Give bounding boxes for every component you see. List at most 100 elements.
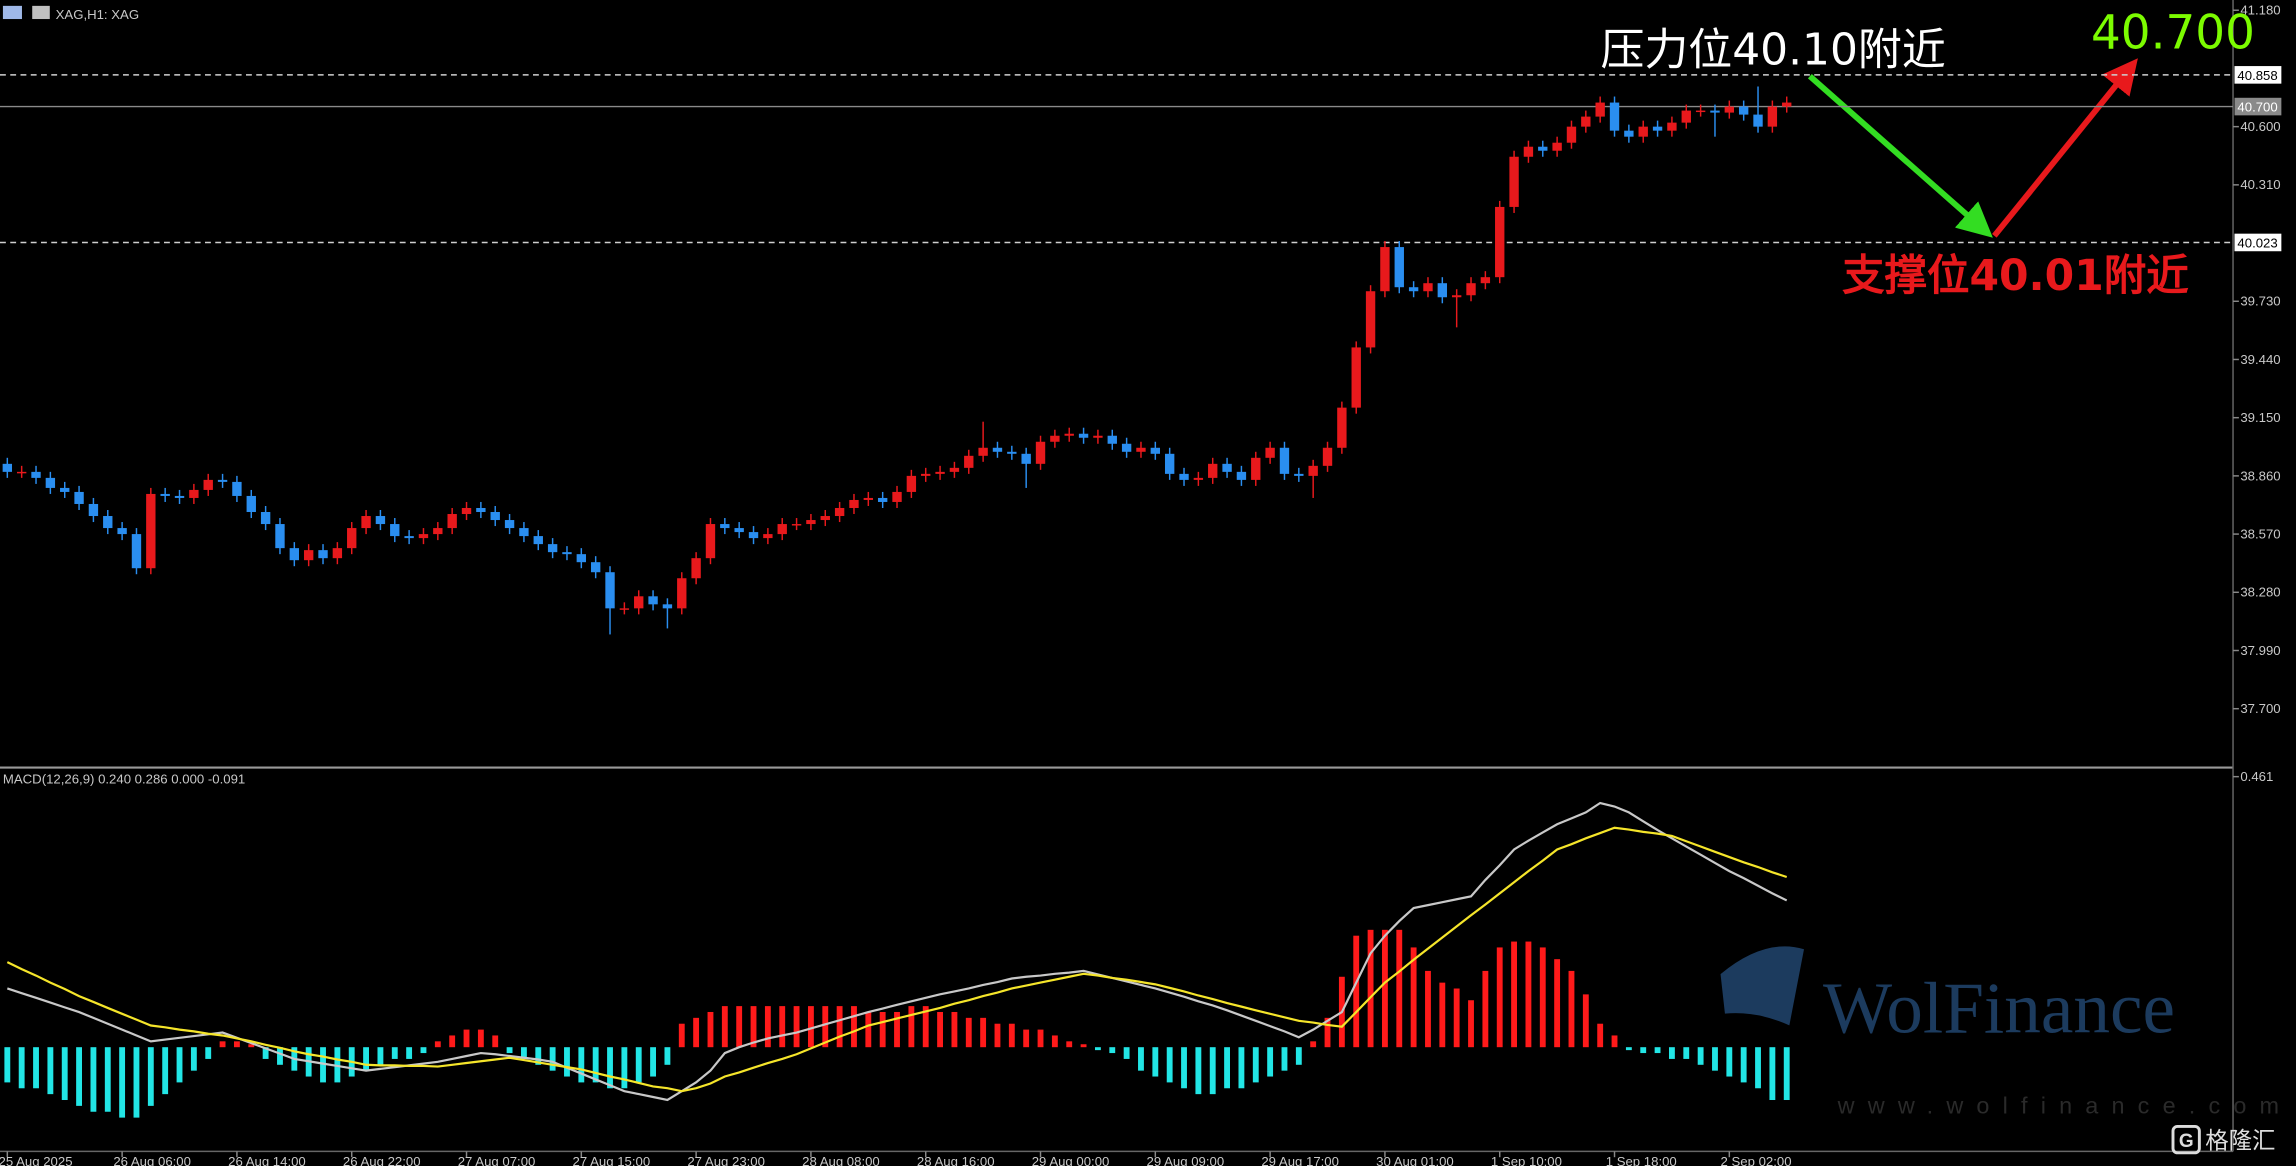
candle-body [1222,463,1232,472]
macd-line [6,826,1788,1093]
histogram-bar [219,1041,226,1048]
histogram-bar [1683,1047,1690,1059]
histogram-bar [1640,1047,1647,1054]
y-tick-label: 38.280 [2240,585,2280,600]
macd-title: MACD(12,26,9) 0.240 0.286 0.000 -0.091 [3,772,245,787]
histogram-bar [1094,1047,1101,1051]
histogram-bar [1123,1047,1130,1059]
histogram-bar [104,1047,111,1112]
candle-body [1294,473,1304,476]
histogram-bar [1209,1047,1216,1095]
histogram-bar [363,1047,369,1071]
candle-body [447,514,457,529]
price-tag-label: 40.858 [2237,68,2277,83]
histogram-bar [1568,970,1575,1048]
histogram-bar [76,1047,82,1106]
histogram-bar [520,1047,527,1059]
candle-body [1495,206,1505,278]
histogram-bar [1654,1047,1661,1054]
histogram-bar [1453,988,1460,1048]
symbol-icon [2,5,22,20]
histogram-bar [1267,1047,1274,1077]
y-tick-label: 40.600 [2240,119,2280,134]
candle-body [1050,435,1060,442]
histogram-bar [1468,1000,1474,1048]
x-tick-label: 28 Aug 08:00 [802,1154,880,1166]
histogram-bar [492,1035,499,1048]
histogram-bar [205,1047,212,1059]
candle-body [45,477,56,488]
candle-body [260,512,271,525]
histogram-bar [1611,1035,1618,1048]
candle-body [1279,447,1290,474]
candle-body [504,520,515,529]
histogram-bar [162,1047,169,1095]
histogram-bar [1310,1041,1317,1048]
candle-body [1566,126,1577,143]
candle-body [347,528,357,549]
candle-body [677,578,687,609]
x-tick-label: 29 Aug 00:00 [1032,1154,1110,1166]
histogram-bar [678,1023,685,1048]
histogram-bar [1425,970,1431,1048]
candle-body [619,608,630,610]
candle-body [31,471,41,478]
histogram-bar [1396,929,1403,1048]
candle-body [748,532,759,539]
candle-body [1480,277,1491,284]
histogram-bar [592,1047,599,1083]
candle-body [1007,451,1017,454]
histogram-bar [449,1035,456,1048]
candle-body [1035,441,1046,464]
candle-body [16,471,27,474]
arrow-down [1807,73,1993,238]
histogram-bar [33,1047,39,1089]
histogram-bar [1511,941,1517,1048]
histogram-bar [406,1047,413,1059]
candle-body [1652,126,1663,131]
histogram-bar [807,1006,814,1048]
histogram-bar [836,1006,843,1048]
annotation: 40.700 [2091,6,2255,60]
histogram-bar [1324,1017,1331,1048]
histogram-bar [391,1047,398,1059]
histogram-bar [851,1006,857,1048]
candle-body [777,524,787,535]
candle-body [103,516,113,529]
candle-body [921,473,931,476]
candle-body [1681,110,1691,123]
x-tick-label: 1 Sep 10:00 [1491,1154,1562,1166]
candle-body [232,481,242,496]
price-tag [2234,97,2282,116]
candle-body [806,520,816,525]
candle-body [576,554,587,563]
candle-body [1667,122,1677,131]
histogram-bar [1597,1023,1604,1048]
candle-body [289,548,300,561]
histogram-bar [1755,1047,1761,1089]
histogram-bar [262,1047,269,1059]
candle-body [74,491,84,504]
candle-body [1193,477,1204,480]
candle-body [404,536,414,539]
histogram-bar [1539,947,1546,1048]
candle-body [964,455,974,468]
source-logo [2171,1124,2201,1155]
candle-body [1365,291,1376,348]
candle-body [892,491,902,502]
histogram-bar [47,1047,54,1095]
histogram-bar [1697,1047,1704,1065]
histogram-bar [535,1047,542,1065]
candle-body [763,534,773,539]
candle-body [1179,473,1189,480]
histogram-bar [1410,947,1417,1048]
histogram-bar [793,1006,800,1048]
histogram-bar [1625,1047,1632,1051]
annotation: 支撑位40.01附近 [1842,252,2189,301]
histogram-bar [736,1006,743,1048]
histogram-bar [90,1047,97,1112]
histogram-bar [764,1006,771,1048]
histogram-bar [1295,1047,1302,1065]
watermark-site: www.wolfinance.com [1837,1092,2293,1118]
candle-body [1337,407,1347,448]
